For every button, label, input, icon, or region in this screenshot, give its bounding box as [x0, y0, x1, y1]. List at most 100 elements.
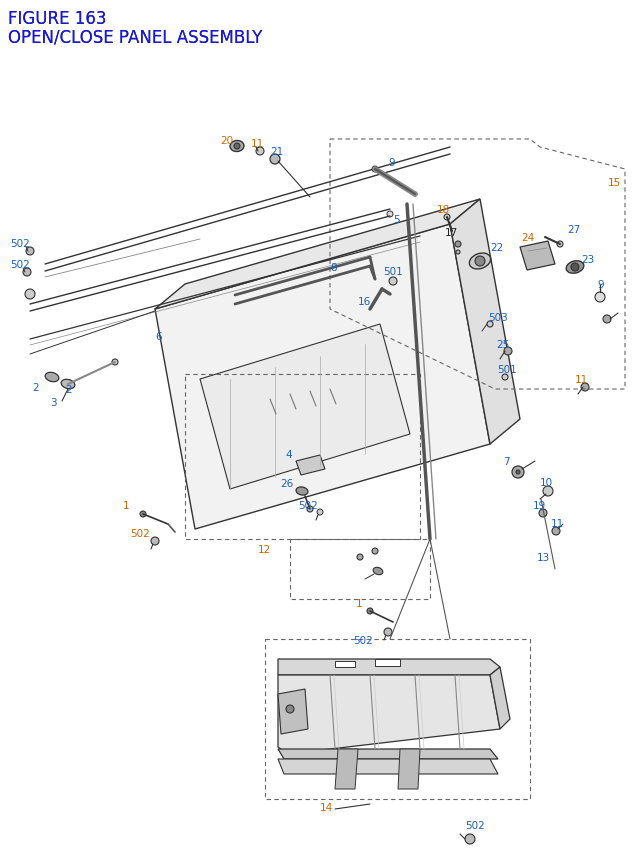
- Text: 9: 9: [597, 280, 604, 289]
- Polygon shape: [520, 242, 555, 270]
- Text: 3: 3: [50, 398, 56, 407]
- Circle shape: [256, 148, 264, 156]
- Circle shape: [23, 269, 31, 276]
- Text: 503: 503: [488, 313, 508, 323]
- Text: 19: 19: [533, 500, 547, 511]
- Circle shape: [603, 316, 611, 324]
- Text: FIGURE 163: FIGURE 163: [8, 10, 106, 28]
- Circle shape: [581, 383, 589, 392]
- Ellipse shape: [45, 373, 59, 382]
- Text: 10: 10: [540, 478, 553, 487]
- Text: 24: 24: [521, 232, 534, 243]
- Circle shape: [357, 554, 363, 561]
- Text: 11: 11: [551, 518, 564, 529]
- Text: 502: 502: [10, 238, 29, 249]
- Circle shape: [112, 360, 118, 366]
- Circle shape: [487, 322, 493, 328]
- Text: 501: 501: [497, 364, 516, 375]
- Text: 502: 502: [465, 820, 484, 830]
- Polygon shape: [296, 455, 325, 475]
- Text: OPEN/CLOSE PANEL ASSEMBLY: OPEN/CLOSE PANEL ASSEMBLY: [8, 28, 262, 46]
- Text: 7: 7: [503, 456, 509, 467]
- Text: 11: 11: [251, 139, 264, 149]
- Text: 14: 14: [320, 802, 333, 812]
- Text: 11: 11: [575, 375, 588, 385]
- Polygon shape: [155, 225, 490, 530]
- Text: 16: 16: [358, 297, 371, 307]
- Text: 12: 12: [258, 544, 271, 554]
- Circle shape: [512, 467, 524, 479]
- Text: 6: 6: [155, 331, 162, 342]
- Text: 2: 2: [32, 382, 38, 393]
- Text: 8: 8: [330, 263, 337, 273]
- Circle shape: [502, 375, 508, 381]
- Text: 25: 25: [496, 339, 509, 350]
- Text: 27: 27: [567, 225, 580, 235]
- Circle shape: [26, 248, 34, 256]
- Circle shape: [151, 537, 159, 545]
- Text: 502: 502: [130, 529, 150, 538]
- Circle shape: [307, 506, 313, 512]
- Polygon shape: [278, 759, 498, 774]
- Text: 501: 501: [383, 267, 403, 276]
- Circle shape: [456, 251, 460, 255]
- Circle shape: [557, 242, 563, 248]
- Circle shape: [571, 263, 579, 272]
- Polygon shape: [375, 660, 400, 666]
- Circle shape: [444, 214, 450, 220]
- Text: 5: 5: [393, 214, 399, 225]
- Text: 21: 21: [270, 147, 284, 157]
- Text: OPEN/CLOSE PANEL ASSEMBLY: OPEN/CLOSE PANEL ASSEMBLY: [8, 28, 262, 46]
- Text: 13: 13: [537, 553, 550, 562]
- Circle shape: [465, 834, 475, 844]
- Text: 26: 26: [280, 479, 293, 488]
- Circle shape: [539, 510, 547, 517]
- Text: 20: 20: [220, 136, 233, 146]
- Polygon shape: [200, 325, 410, 489]
- Circle shape: [286, 705, 294, 713]
- Circle shape: [389, 278, 397, 286]
- Text: 1: 1: [356, 598, 363, 608]
- Text: 502: 502: [10, 260, 29, 269]
- Ellipse shape: [61, 380, 75, 389]
- Text: 2: 2: [65, 385, 72, 394]
- Ellipse shape: [469, 254, 491, 269]
- Circle shape: [140, 511, 146, 517]
- Ellipse shape: [296, 487, 308, 495]
- Circle shape: [234, 144, 240, 150]
- Ellipse shape: [566, 262, 584, 274]
- Polygon shape: [490, 667, 510, 729]
- Ellipse shape: [230, 141, 244, 152]
- Circle shape: [25, 289, 35, 300]
- Polygon shape: [398, 749, 420, 789]
- Polygon shape: [450, 200, 520, 444]
- Text: 502: 502: [298, 500, 317, 511]
- Polygon shape: [335, 661, 355, 667]
- Circle shape: [387, 212, 393, 218]
- Text: FIGURE 163: FIGURE 163: [8, 10, 106, 28]
- Text: 9: 9: [388, 158, 395, 168]
- Text: 502: 502: [353, 635, 372, 645]
- Text: 1: 1: [123, 500, 130, 511]
- Text: 15: 15: [608, 177, 621, 188]
- Text: 22: 22: [490, 243, 503, 253]
- Circle shape: [372, 167, 378, 173]
- Text: 23: 23: [581, 255, 595, 264]
- Text: 4: 4: [285, 449, 292, 460]
- Circle shape: [384, 629, 392, 636]
- Circle shape: [543, 486, 553, 497]
- Polygon shape: [278, 749, 498, 759]
- Circle shape: [475, 257, 485, 267]
- Circle shape: [270, 155, 280, 164]
- Circle shape: [413, 193, 417, 197]
- Circle shape: [516, 470, 520, 474]
- Circle shape: [455, 242, 461, 248]
- Polygon shape: [278, 660, 500, 675]
- Polygon shape: [278, 675, 500, 754]
- Polygon shape: [335, 749, 358, 789]
- Circle shape: [372, 548, 378, 554]
- Circle shape: [595, 293, 605, 303]
- Text: 18: 18: [437, 205, 451, 214]
- Ellipse shape: [373, 567, 383, 575]
- Text: 17: 17: [445, 228, 458, 238]
